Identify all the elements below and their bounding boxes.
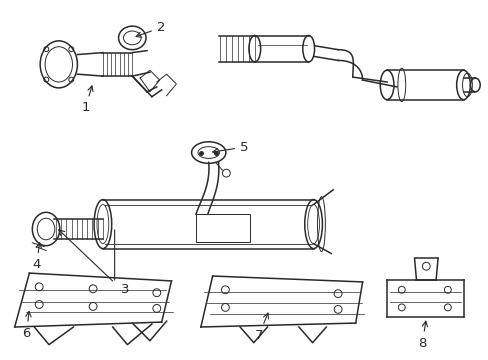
Text: 5: 5 (212, 141, 248, 154)
Text: 6: 6 (22, 311, 31, 340)
Text: 4: 4 (32, 243, 41, 271)
Text: 3: 3 (120, 283, 129, 296)
Text: 2: 2 (136, 21, 165, 37)
Text: 8: 8 (418, 321, 427, 350)
Text: 7: 7 (254, 313, 268, 342)
Text: 1: 1 (81, 86, 93, 114)
Bar (196, 214, 249, 242)
